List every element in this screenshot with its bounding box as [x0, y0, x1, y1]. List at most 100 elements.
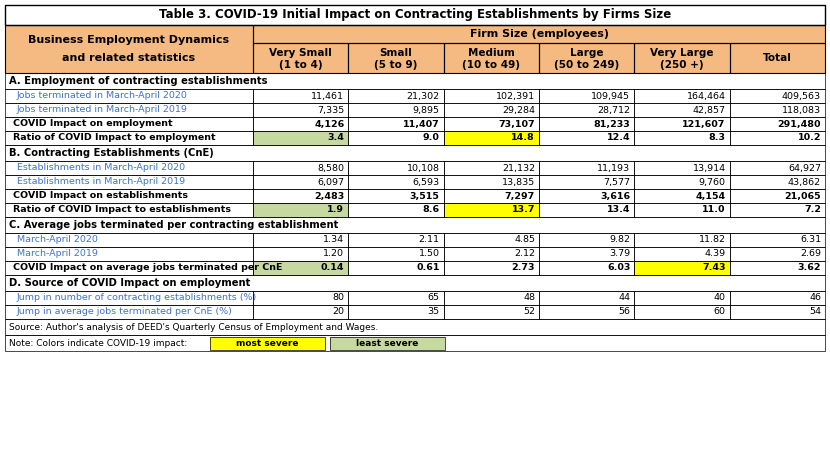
Bar: [634, 89, 730, 103]
Bar: [539, 189, 634, 203]
Text: 291,480: 291,480: [778, 120, 821, 128]
Bar: [539, 117, 634, 131]
Bar: [539, 89, 634, 103]
Bar: [5, 217, 825, 233]
Bar: [634, 175, 730, 189]
Bar: [730, 43, 825, 73]
Bar: [539, 43, 634, 73]
Bar: [444, 175, 539, 189]
Bar: [444, 233, 539, 247]
Bar: [539, 203, 634, 217]
Bar: [730, 175, 825, 189]
Bar: [634, 203, 730, 217]
Bar: [444, 117, 539, 131]
Bar: [349, 89, 444, 103]
Text: 0.14: 0.14: [321, 264, 344, 272]
Bar: [210, 337, 325, 350]
Bar: [5, 175, 253, 189]
Bar: [539, 291, 634, 305]
Bar: [5, 189, 253, 203]
Text: 11.82: 11.82: [699, 235, 725, 245]
Bar: [5, 25, 253, 73]
Bar: [253, 247, 349, 261]
Bar: [444, 43, 539, 73]
Bar: [5, 335, 825, 351]
Bar: [730, 291, 825, 305]
Text: 60: 60: [714, 307, 725, 317]
Text: D. Source of COVID Impact on employment: D. Source of COVID Impact on employment: [9, 278, 251, 288]
Bar: [730, 43, 825, 73]
Bar: [5, 89, 253, 103]
Bar: [730, 305, 825, 319]
Text: Source: Author's analysis of DEED's Quarterly Census of Employment and Wages.: Source: Author's analysis of DEED's Quar…: [9, 323, 378, 332]
Bar: [444, 189, 539, 203]
Bar: [253, 189, 349, 203]
Bar: [730, 261, 825, 275]
Text: Ratio of COVID Impact to employment: Ratio of COVID Impact to employment: [13, 133, 216, 142]
Bar: [5, 117, 253, 131]
Text: 29,284: 29,284: [502, 106, 535, 114]
Bar: [444, 89, 539, 103]
Text: 81,233: 81,233: [593, 120, 630, 128]
Bar: [444, 43, 539, 73]
Text: 7,335: 7,335: [317, 106, 344, 114]
Bar: [349, 261, 444, 275]
Bar: [539, 291, 634, 305]
Bar: [253, 261, 349, 275]
Bar: [349, 261, 444, 275]
Bar: [5, 203, 253, 217]
Text: 54: 54: [809, 307, 821, 317]
Bar: [444, 261, 539, 275]
Bar: [5, 131, 253, 145]
Text: 40: 40: [714, 293, 725, 303]
Text: 164,464: 164,464: [686, 92, 725, 100]
Bar: [539, 103, 634, 117]
Bar: [730, 247, 825, 261]
Bar: [539, 305, 634, 319]
Bar: [253, 117, 349, 131]
Bar: [444, 247, 539, 261]
Bar: [349, 117, 444, 131]
Text: 9,760: 9,760: [699, 178, 725, 186]
Bar: [539, 103, 634, 117]
Bar: [349, 161, 444, 175]
Bar: [349, 103, 444, 117]
Bar: [330, 337, 445, 350]
Text: 52: 52: [523, 307, 535, 317]
Text: 11,407: 11,407: [403, 120, 440, 128]
Bar: [253, 189, 349, 203]
Bar: [730, 305, 825, 319]
Bar: [730, 89, 825, 103]
Bar: [253, 291, 349, 305]
Bar: [634, 261, 730, 275]
Bar: [5, 73, 825, 89]
Text: 7.2: 7.2: [804, 206, 821, 214]
Text: A. Employment of contracting establishments: A. Employment of contracting establishme…: [9, 76, 267, 86]
Text: C. Average jobs terminated per contracting establishment: C. Average jobs terminated per contracti…: [9, 220, 339, 230]
Text: COVID Impact on employment: COVID Impact on employment: [13, 120, 173, 128]
Text: 6.03: 6.03: [607, 264, 630, 272]
Bar: [5, 319, 825, 335]
Bar: [5, 5, 825, 25]
Bar: [349, 131, 444, 145]
Bar: [539, 261, 634, 275]
Bar: [349, 189, 444, 203]
Bar: [5, 145, 825, 161]
Bar: [634, 189, 730, 203]
Bar: [539, 43, 634, 73]
Text: 14.8: 14.8: [511, 133, 535, 142]
Text: 13,914: 13,914: [692, 164, 725, 173]
Bar: [539, 175, 634, 189]
Text: 1.20: 1.20: [324, 250, 344, 259]
Bar: [5, 103, 253, 117]
Text: 2.73: 2.73: [511, 264, 535, 272]
Bar: [253, 175, 349, 189]
Text: (250 +): (250 +): [660, 60, 704, 70]
Bar: [5, 25, 253, 73]
Bar: [539, 247, 634, 261]
Text: 1.34: 1.34: [323, 235, 344, 245]
Text: 11,461: 11,461: [311, 92, 344, 100]
Text: 2.12: 2.12: [514, 250, 535, 259]
Bar: [5, 291, 253, 305]
Text: 73,107: 73,107: [498, 120, 535, 128]
